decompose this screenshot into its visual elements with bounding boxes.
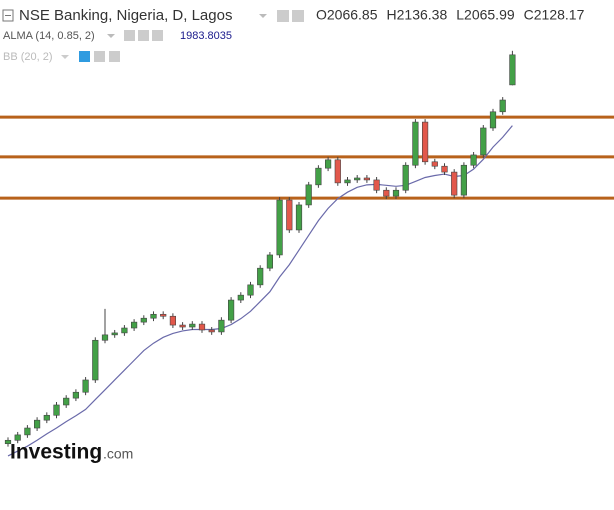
- candle-body: [14, 434, 21, 441]
- candle-body: [373, 179, 380, 191]
- settings-icon[interactable]: [138, 30, 149, 41]
- candle-body: [101, 334, 109, 341]
- candle-body: [198, 323, 206, 331]
- eye-icon[interactable]: [124, 30, 135, 41]
- candle-body: [121, 327, 128, 334]
- dropdown[interactable]: [107, 34, 115, 38]
- candle-body: [140, 317, 147, 323]
- candle-body: [266, 254, 274, 269]
- candle-body: [315, 167, 322, 186]
- candle-body: [228, 299, 235, 321]
- ohlc-value: 2128.17: [534, 7, 585, 23]
- logo: Investing: [10, 441, 102, 464]
- candle-body: [451, 171, 458, 196]
- candle-body: [441, 165, 448, 173]
- candle-body: [286, 199, 293, 231]
- eye-icon[interactable]: [277, 10, 289, 22]
- candle-body: [509, 54, 516, 86]
- candle-body: [334, 159, 341, 184]
- candle-body: [276, 199, 283, 256]
- candle-body: [499, 99, 506, 113]
- settings-icon[interactable]: [292, 10, 304, 22]
- plot: [0, 50, 614, 457]
- candle-body: [208, 329, 215, 333]
- candle-body: [431, 161, 438, 167]
- ohlc-value: 2065.99: [464, 7, 515, 23]
- candle-body: [43, 414, 50, 421]
- ohlc-label: C: [524, 7, 534, 23]
- candle-body: [111, 332, 118, 336]
- candle-body: [72, 391, 79, 399]
- candle-body: [257, 267, 264, 286]
- candle-body: [150, 313, 157, 319]
- settings-icon[interactable]: [94, 51, 105, 62]
- ohlc-value: 2136.38: [397, 7, 448, 23]
- candle-body: [392, 189, 400, 197]
- candle-body: [24, 427, 31, 436]
- candle-body: [460, 164, 468, 196]
- close-icon[interactable]: [152, 30, 163, 41]
- candle-body: [363, 177, 371, 181]
- candle-body: [189, 323, 196, 328]
- candle-body: [82, 379, 89, 393]
- candle-body: [218, 319, 225, 333]
- candle-body: [33, 419, 41, 429]
- ohlc-label: O: [316, 7, 327, 23]
- indicator-label: ALMA (14, 0.85, 2): [3, 30, 95, 42]
- indicator-value: 1983.8035: [180, 30, 232, 42]
- candle-body: [179, 324, 186, 328]
- candle-body: [470, 154, 477, 166]
- candle-body: [247, 284, 254, 296]
- collapse-icon[interactable]: [2, 9, 14, 22]
- candle-body: [344, 179, 351, 184]
- candle-body: [421, 121, 429, 163]
- dropdown[interactable]: [61, 55, 69, 59]
- indicator-line: [7, 125, 513, 457]
- candle-body: [53, 404, 60, 416]
- candle-body: [489, 111, 497, 129]
- ohlc-label: H: [387, 7, 397, 23]
- candle-body: [402, 164, 409, 191]
- candle-body: [354, 177, 361, 181]
- candle-body: [383, 189, 390, 197]
- candle-body: [295, 204, 303, 231]
- dropdown[interactable]: [259, 14, 267, 18]
- candle-body: [4, 439, 12, 445]
- candle-body: [63, 397, 70, 406]
- close-icon[interactable]: [109, 51, 120, 62]
- candle-body: [237, 294, 244, 301]
- candle-body: [160, 313, 167, 317]
- eye-icon[interactable]: [79, 51, 90, 62]
- candle-body: [169, 315, 177, 326]
- ohlc-value: 2066.85: [327, 7, 378, 23]
- candle-body: [480, 127, 487, 156]
- candle-body: [412, 121, 419, 166]
- logo-suffix: .com: [103, 446, 133, 462]
- candle-body: [92, 339, 99, 381]
- candle-body: [305, 184, 312, 206]
- candle-body: [324, 159, 332, 169]
- ohlc-label: L: [456, 7, 464, 23]
- bb-label: BB (20, 2): [3, 51, 53, 63]
- ohlc-values: O 2066.85 H 2136.38 L 2065.99 C 2128.17: [316, 7, 585, 23]
- candle-body: [131, 321, 138, 329]
- chart-title: NSE Banking, Nigeria, D, Lagos: [19, 7, 232, 24]
